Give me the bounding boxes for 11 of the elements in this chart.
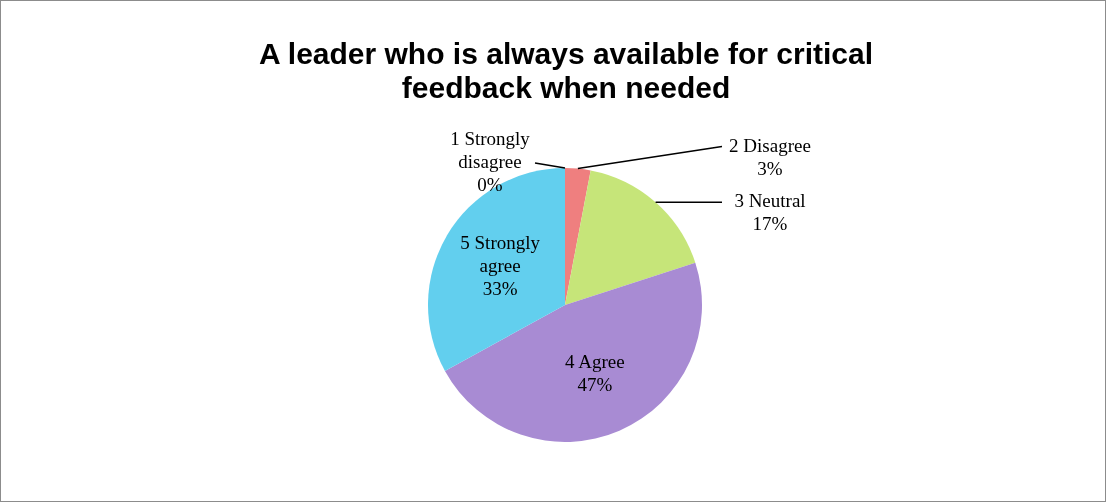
category-label: 1 Strongly disagree xyxy=(450,127,530,172)
slice-label: 4 Agree xyxy=(565,350,625,372)
slice-label: 2 Disagree xyxy=(729,134,811,156)
data-label: 33% xyxy=(482,277,518,299)
data-label: 47% xyxy=(577,373,613,395)
text: 0% xyxy=(477,173,503,195)
data-label: 3% xyxy=(757,157,783,179)
data-label: 17% xyxy=(752,213,788,235)
slice-label: 5 Strongly agree xyxy=(460,231,541,276)
chart-title: A leader who is always available for critical feedback when needed xyxy=(257,37,875,105)
slice-label: 3 Neutral xyxy=(734,190,806,212)
